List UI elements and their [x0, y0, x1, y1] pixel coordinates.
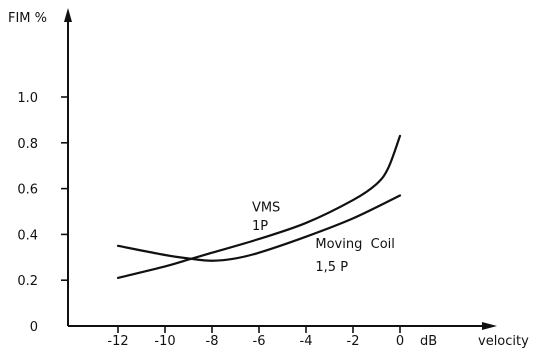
- y-tick-label: 0.2: [17, 274, 38, 289]
- y-tick-label: 1.0: [17, 91, 38, 106]
- x-tick-label: -10: [154, 334, 175, 348]
- x-tick-label: 0: [396, 334, 404, 348]
- x-axis-arrowhead: [482, 322, 497, 330]
- y-tick-label: 0.4: [17, 228, 38, 243]
- vms-1p-label-line: VMS: [252, 201, 280, 216]
- x-tick-label: -6: [253, 334, 266, 348]
- x-axis-unit-label: dB: [420, 334, 437, 348]
- x-tick-label: -8: [206, 334, 219, 348]
- series-label-group: VMS 1P Moving Coil 1,5 P: [252, 201, 395, 276]
- tick-group: 0 0.2 0.4 0.6 0.8 1.0 -12 -10 -8 -6 -4 -2 0: [17, 91, 404, 348]
- y-tick-label: 0.6: [17, 183, 38, 198]
- x-tick-label: -12: [107, 334, 128, 348]
- y-axis-label: FIM %: [8, 11, 47, 26]
- x-axis-label: velocity: [478, 334, 529, 348]
- y-axis-arrowhead: [64, 8, 72, 22]
- x-tick-label: -2: [347, 334, 360, 348]
- vms-1p-curve: [116, 134, 402, 280]
- curve-group: [116, 134, 402, 280]
- moving-coil-1-5p-curve: [116, 194, 402, 262]
- x-tick-label: -4: [300, 334, 313, 348]
- vms-1p-label-line: 1P: [252, 219, 268, 234]
- y-tick-label: 0.8: [17, 137, 38, 152]
- moving-coil-1-5p-label-line: 1,5 P: [315, 260, 348, 275]
- moving-coil-1-5p-label-line: Moving Coil: [315, 237, 395, 252]
- y-tick-label: 0: [30, 320, 38, 335]
